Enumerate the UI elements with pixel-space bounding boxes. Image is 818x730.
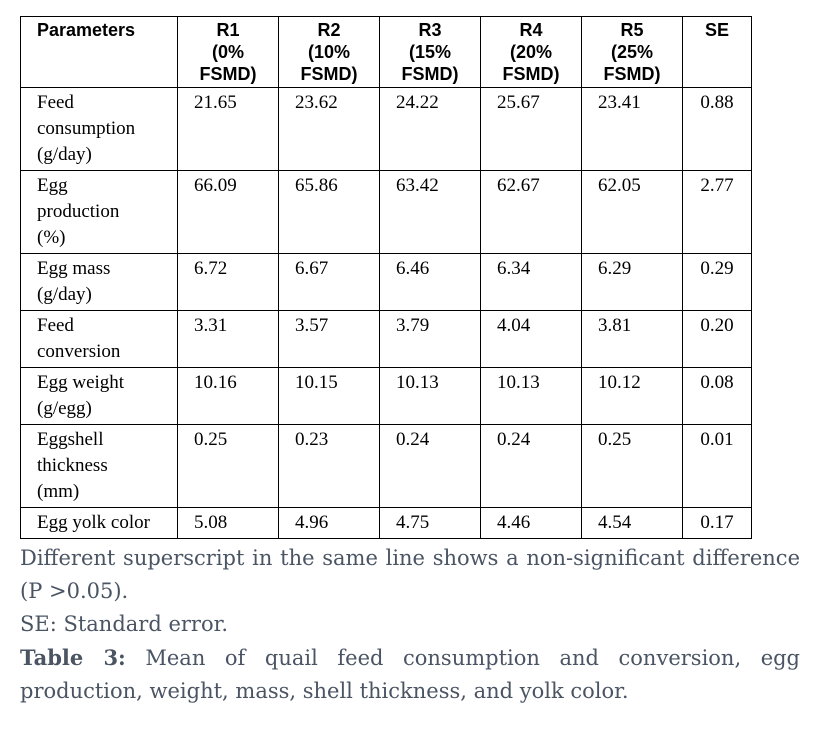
cell-r1: 0.25: [177, 424, 279, 508]
header-r3: R3 (15% FSMD): [379, 16, 481, 88]
row-label-egg-production: Egg production (%): [20, 170, 178, 254]
cell-r2: 6.67: [278, 253, 380, 311]
cell-r4: 25.67: [480, 87, 582, 171]
cell-r4: 4.46: [480, 507, 582, 539]
cell-r1: 66.09: [177, 170, 279, 254]
se-note: SE: Standard error.: [20, 612, 229, 636]
header-r1: R1 (0% FSMD): [177, 16, 279, 88]
cell-r5: 0.25: [581, 424, 683, 508]
row-label-egg-weight: Egg weight (g/egg): [20, 367, 178, 425]
cell-r1: 5.08: [177, 507, 279, 539]
cell-r4: 0.24: [480, 424, 582, 508]
header-r5: R5 (25% FSMD): [581, 16, 683, 88]
table-row: Egg production (%) 66.09 65.86 63.42 62.67…: [20, 170, 752, 254]
cell-se: 0.88: [682, 87, 752, 171]
row-label-feed-conversion: Feed conversion: [20, 310, 178, 368]
cell-r2: 23.62: [278, 87, 380, 171]
cell-se: 0.01: [682, 424, 752, 508]
header-parameters: Parameters: [20, 16, 178, 88]
cell-r5: 3.81: [581, 310, 683, 368]
results-table: Parameters R1 (0% FSMD) R2 (10% FSMD) R3 (15%…: [20, 16, 752, 539]
cell-r4: 62.67: [480, 170, 582, 254]
cell-r3: 24.22: [379, 87, 481, 171]
cell-r4: 4.04: [480, 310, 582, 368]
cell-r2: 65.86: [278, 170, 380, 254]
caption-text: Mean of quail feed consumption and conve…: [20, 646, 801, 703]
cell-r3: 10.13: [379, 367, 481, 425]
header-r2: R2 (10% FSMD): [278, 16, 380, 88]
cell-r4: 6.34: [480, 253, 582, 311]
superscript-note: Different superscript in the same line s…: [20, 546, 800, 603]
cell-r5: 23.41: [581, 87, 683, 171]
table-row: Egg mass (g/day) 6.72 6.67 6.46 6.34 6.29…: [20, 253, 752, 311]
cell-r3: 4.75: [379, 507, 481, 539]
table-row: Feed conversion 3.31 3.57 3.79 4.04 3.81 …: [20, 310, 752, 368]
cell-r1: 21.65: [177, 87, 279, 171]
row-label-eggshell-thickness: Eggshell thickness (mm): [20, 424, 178, 508]
cell-se: 0.17: [682, 507, 752, 539]
cell-r5: 4.54: [581, 507, 683, 539]
cell-r4: 10.13: [480, 367, 582, 425]
cell-se: 0.29: [682, 253, 752, 311]
row-label-egg-yolk-color: Egg yolk color: [20, 507, 178, 539]
header-r4: R4 (20% FSMD): [480, 16, 582, 88]
cell-r2: 0.23: [278, 424, 380, 508]
row-label-egg-mass: Egg mass (g/day): [20, 253, 178, 311]
cell-r5: 62.05: [581, 170, 683, 254]
cell-r1: 3.31: [177, 310, 279, 368]
cell-r3: 63.42: [379, 170, 481, 254]
cell-r3: 3.79: [379, 310, 481, 368]
table-header-row: Parameters R1 (0% FSMD) R2 (10% FSMD) R3 (15%…: [20, 16, 752, 88]
table-notes: Different superscript in the same line s…: [20, 542, 800, 708]
cell-r5: 10.12: [581, 367, 683, 425]
table-row: Eggshell thickness (mm) 0.25 0.23 0.24 0.2…: [20, 424, 752, 508]
cell-r3: 0.24: [379, 424, 481, 508]
cell-r2: 4.96: [278, 507, 380, 539]
cell-r1: 10.16: [177, 367, 279, 425]
caption-label: Table 3:: [20, 645, 126, 670]
row-label-feed-consumption: Feed consumption (g/day): [20, 87, 178, 171]
table-caption: Table 3: Mean of quail feed consumption …: [20, 641, 800, 708]
table-row: Egg yolk color 5.08 4.96 4.75 4.46 4.54 …: [20, 507, 752, 539]
cell-se: 2.77: [682, 170, 752, 254]
cell-r5: 6.29: [581, 253, 683, 311]
header-se: SE: [682, 16, 752, 88]
cell-se: 0.20: [682, 310, 752, 368]
cell-r1: 6.72: [177, 253, 279, 311]
table-row: Feed consumption (g/day) 21.65 23.62 24.22…: [20, 87, 752, 171]
cell-r2: 3.57: [278, 310, 380, 368]
table-row: Egg weight (g/egg) 10.16 10.15 10.13 10.1…: [20, 367, 752, 425]
cell-se: 0.08: [682, 367, 752, 425]
cell-r3: 6.46: [379, 253, 481, 311]
cell-r2: 10.15: [278, 367, 380, 425]
